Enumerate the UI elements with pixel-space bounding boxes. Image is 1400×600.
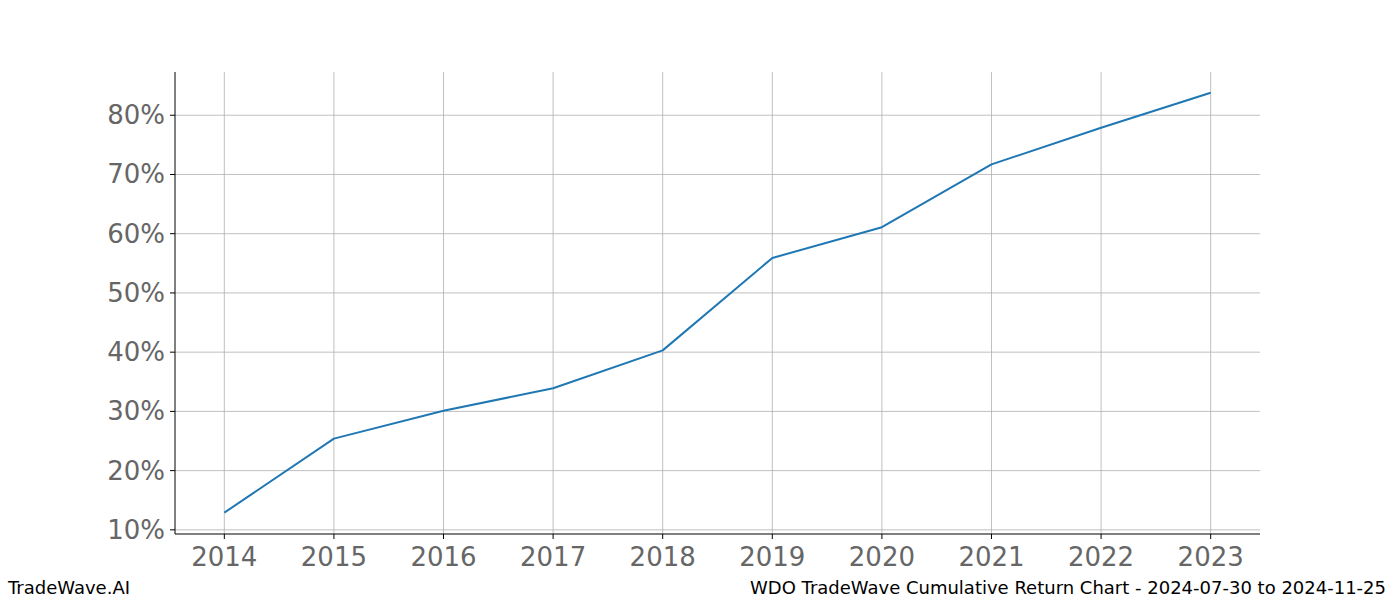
- x-tick-label: 2021: [958, 542, 1024, 572]
- y-tick-label: 10%: [107, 515, 165, 545]
- x-tick-label: 2015: [301, 542, 367, 572]
- x-tick: [662, 534, 663, 539]
- x-tick: [224, 534, 225, 539]
- y-tick: [170, 115, 175, 116]
- x-tick-label: 2016: [410, 542, 476, 572]
- y-grid-line: [175, 352, 1260, 353]
- y-grid-line: [175, 115, 1260, 116]
- x-grid-line: [772, 72, 773, 534]
- axes: 2014 2015 2016 2017 2018 2019 2020 2021 2022 2023…: [107, 72, 1260, 572]
- x-grid-line: [1210, 72, 1211, 534]
- y-tick-label: 80%: [107, 100, 165, 130]
- y-tick: [170, 233, 175, 234]
- x-tick: [772, 534, 773, 539]
- x-tick: [881, 534, 882, 539]
- y-tick-label: 30%: [107, 396, 165, 426]
- y-tick: [170, 470, 175, 471]
- title: WDO TradeWave Cumulative Return Chart - …: [750, 577, 1386, 598]
- grid: [175, 72, 1260, 534]
- y-grid-line: [175, 174, 1260, 175]
- x-grid-line: [553, 72, 554, 534]
- y-grid-line: [175, 411, 1260, 412]
- line: [224, 93, 1210, 513]
- x-tick-label: 2023: [1178, 542, 1244, 572]
- x-grid-line: [443, 72, 444, 534]
- watermark: TradeWave.AI: [7, 577, 130, 598]
- x-tick-label: 2019: [739, 542, 805, 572]
- x-axis-line: [175, 534, 1260, 535]
- y-tick: [170, 174, 175, 175]
- y-axis-line: [175, 72, 176, 534]
- x-tick: [443, 534, 444, 539]
- x-grid-line: [991, 72, 992, 534]
- y-tick-label: 50%: [107, 278, 165, 308]
- y-tick: [170, 529, 175, 530]
- x-tick-label: 2014: [191, 542, 257, 572]
- x-grid-line: [662, 72, 663, 534]
- x-tick: [991, 534, 992, 539]
- x-tick: [1210, 534, 1211, 539]
- y-grid-line: [175, 529, 1260, 530]
- x-grid-line: [1101, 72, 1102, 534]
- x-tick: [553, 534, 554, 539]
- y-tick-label: 70%: [107, 159, 165, 189]
- series: [224, 93, 1210, 513]
- x-tick-label: 2022: [1068, 542, 1134, 572]
- y-grid-line: [175, 292, 1260, 293]
- x-tick: [1101, 534, 1102, 539]
- y-grid-line: [175, 233, 1260, 234]
- x-grid-line: [224, 72, 225, 534]
- y-grid-line: [175, 470, 1260, 471]
- x-tick-label: 2017: [520, 542, 586, 572]
- y-tick: [170, 352, 175, 353]
- y-tick-label: 40%: [107, 337, 165, 367]
- y-tick: [170, 411, 175, 412]
- chart: 2014 2015 2016 2017 2018 2019 2020 2021 2022 2023…: [0, 0, 1400, 600]
- y-tick-label: 20%: [107, 456, 165, 486]
- x-tick-label: 2020: [849, 542, 915, 572]
- y-tick: [170, 292, 175, 293]
- x-grid-line: [881, 72, 882, 534]
- y-tick-label: 60%: [107, 219, 165, 249]
- x-tick-label: 2018: [630, 542, 696, 572]
- x-tick: [333, 534, 334, 539]
- x-grid-line: [333, 72, 334, 534]
